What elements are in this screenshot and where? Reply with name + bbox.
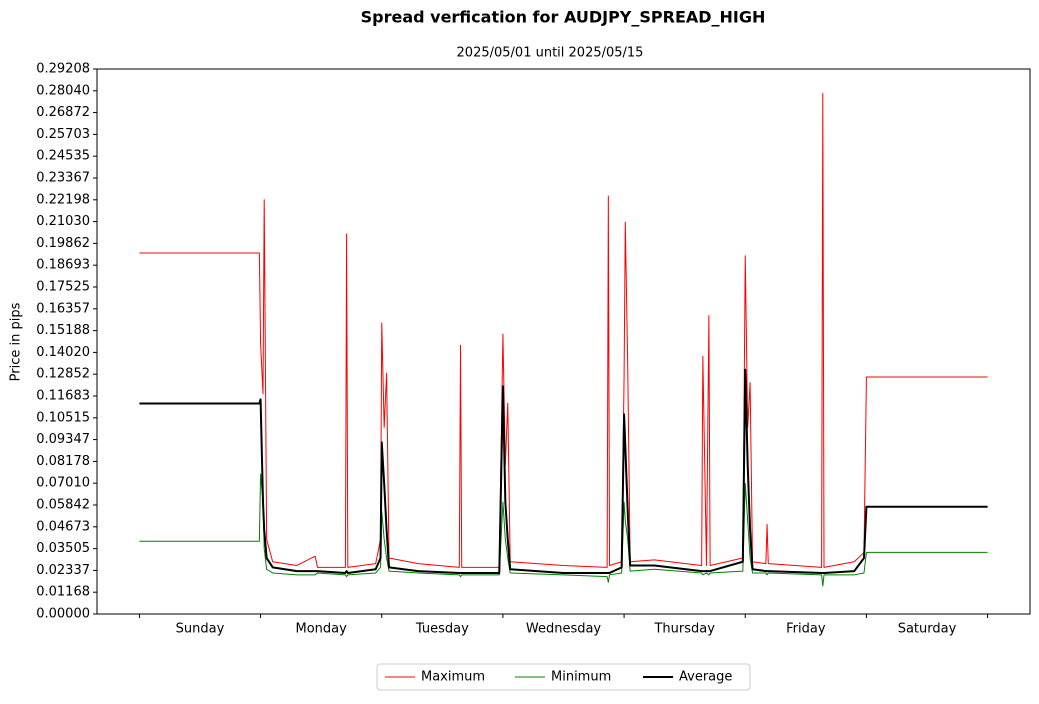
y-tick-label: 0.09347	[36, 432, 90, 447]
legend-label: Average	[679, 670, 732, 685]
chart-subtitle: 2025/05/01 until 2025/05/15	[457, 46, 644, 61]
y-tick-label: 0.24535	[36, 149, 90, 164]
y-axis-label: Price in pips	[9, 302, 24, 381]
y-tick-label: 0.01168	[36, 585, 90, 600]
x-category-label: Monday	[295, 622, 347, 637]
chart-title: Spread verfication for AUDJPY_SPREAD_HIG…	[361, 8, 766, 27]
y-tick-label: 0.21030	[36, 214, 90, 229]
y-tick-label: 0.28040	[36, 83, 90, 98]
x-category-label: Tuesday	[415, 622, 469, 637]
x-category-label: Wednesday	[526, 622, 602, 637]
legend-label: Maximum	[421, 670, 485, 685]
y-tick-label: 0.16357	[36, 301, 90, 316]
y-tick-label: 0.11683	[36, 389, 90, 404]
y-tick-label: 0.25703	[36, 127, 90, 142]
y-tick-label: 0.07010	[36, 476, 90, 491]
legend-label: Minimum	[551, 670, 611, 685]
y-tick-label: 0.12852	[36, 367, 90, 382]
y-tick-label: 0.17525	[36, 279, 90, 294]
y-tick-label: 0.00000	[36, 607, 90, 622]
x-category-label: Friday	[786, 622, 826, 637]
legend-box	[376, 663, 751, 691]
y-tick-label: 0.19862	[36, 236, 90, 251]
x-category-label: Sunday	[176, 622, 225, 637]
plot-frame	[96, 68, 1031, 615]
series-line	[139, 473, 988, 587]
y-tick-label: 0.04673	[36, 519, 90, 534]
y-tick-label: 0.08178	[36, 454, 90, 469]
series-line	[139, 92, 988, 568]
x-category-label: Saturday	[898, 622, 957, 637]
y-tick-label: 0.05842	[36, 497, 90, 512]
y-tick-label: 0.03505	[36, 541, 90, 556]
y-tick-label: 0.15188	[36, 323, 90, 338]
y-tick-label: 0.14020	[36, 345, 90, 360]
y-tick-label: 0.10515	[36, 410, 90, 425]
y-tick-label: 0.29208	[36, 62, 90, 77]
x-category-label: Thursday	[653, 622, 715, 637]
series-line	[139, 368, 988, 574]
y-tick-label: 0.22198	[36, 192, 90, 207]
y-tick-label: 0.18693	[36, 258, 90, 273]
y-tick-label: 0.26872	[36, 105, 90, 120]
y-tick-label: 0.23367	[36, 170, 90, 185]
y-tick-label: 0.02337	[36, 563, 90, 578]
